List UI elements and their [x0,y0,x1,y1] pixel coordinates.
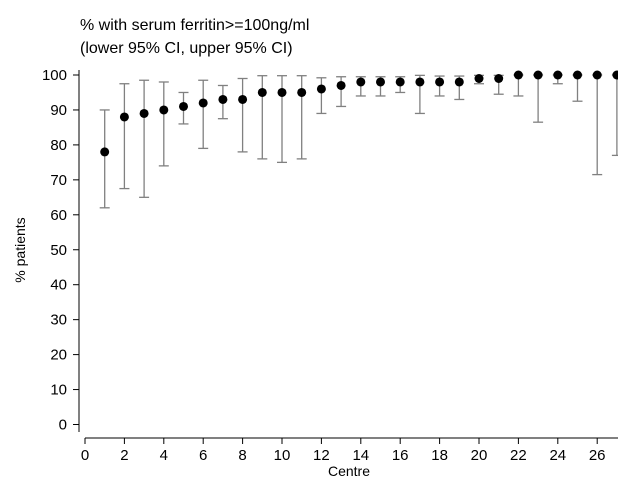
error-bar [592,74,603,176]
y-tick-label: 40 [50,277,67,294]
x-tick-label: 2 [120,447,128,464]
y-tick-label: 60 [50,207,67,224]
error-bar [611,74,618,157]
x-tick-label: 26 [589,447,606,464]
y-tick-label: 20 [50,347,67,364]
data-point [494,73,504,83]
data-point [316,84,326,94]
error-bar [237,77,248,153]
data-point [100,147,110,157]
error-bar [158,81,169,167]
y-tick-label: 10 [50,382,67,399]
data-point [474,73,484,83]
chart-title-line2: (lower 95% CI, upper 95% CI) [80,40,293,57]
data-point [415,77,425,87]
y-ticks: 0 10 20 30 40 50 60 70 80 90 100 [42,67,79,434]
data-point [592,70,602,80]
x-tick-label: 6 [199,447,207,464]
error-bar [99,109,110,209]
data-point [553,70,563,80]
data-point [513,70,523,80]
error-bar [139,79,150,198]
y-tick-label: 30 [50,312,67,329]
y-tick-label: 70 [50,172,67,189]
data-point [356,77,366,87]
data-point [257,87,267,97]
y-tick-label: 0 [59,417,67,434]
data-point [198,98,208,108]
data-points [100,70,618,157]
data-point [297,87,307,97]
x-tick-label: 4 [160,447,168,464]
x-ticks: 0 2 4 6 8 10 12 14 16 18 20 22 24 26 [81,438,606,464]
x-axis-label: Centre [328,463,370,479]
data-point [336,80,346,90]
x-tick-label: 24 [549,447,566,464]
error-bar [198,79,209,150]
data-point [376,77,385,87]
error-bars [99,74,618,209]
data-point [612,70,618,80]
data-point [119,112,129,122]
chart-title-line1: % with serum ferritin>=100ng/ml [80,17,309,34]
data-point [238,94,248,104]
x-tick-label: 12 [313,447,330,464]
x-tick-label: 14 [352,447,369,464]
error-bar [316,77,327,115]
y-tick-label: 80 [50,137,67,154]
data-point [454,77,464,87]
data-point [533,70,543,80]
x-tick-label: 22 [510,447,527,464]
x-tick-label: 16 [392,447,409,464]
data-point [573,70,582,80]
y-tick-label: 50 [50,242,67,259]
y-axis-label: % patients [12,217,28,282]
x-tick-label: 0 [81,447,89,464]
y-tick-label: 90 [50,102,67,119]
data-point [277,87,287,97]
data-point [159,105,169,115]
x-tick-label: 18 [431,447,448,464]
data-point [218,94,228,104]
y-tick-label: 100 [42,67,67,84]
error-bar [533,74,544,123]
data-point [179,101,188,111]
x-tick-label: 20 [471,447,488,464]
x-tick-label: 10 [274,447,291,464]
data-point [435,77,445,87]
data-point [139,108,149,118]
error-bar [119,83,130,190]
data-point [395,77,405,87]
x-tick-label: 8 [238,447,246,464]
